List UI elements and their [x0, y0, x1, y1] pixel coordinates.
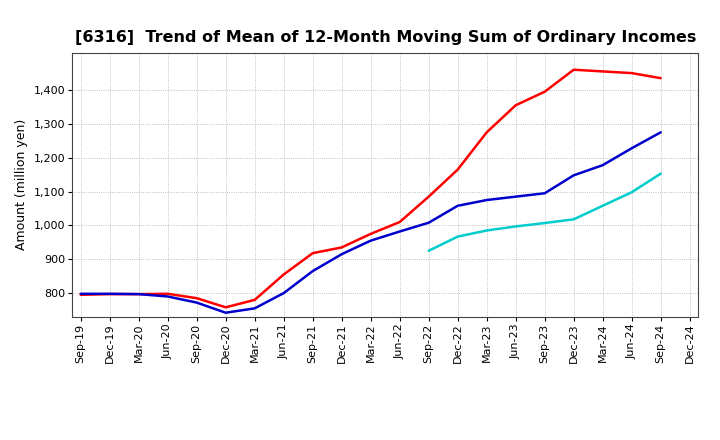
Line: 7 Years: 7 Years	[428, 174, 661, 251]
5 Years	[482, 198, 491, 203]
7 Years	[541, 220, 549, 226]
3 Years	[424, 194, 433, 199]
5 Years	[76, 291, 85, 297]
3 Years	[454, 167, 462, 172]
3 Years	[627, 70, 636, 76]
3 Years	[251, 297, 259, 303]
7 Years	[454, 234, 462, 239]
3 Years	[395, 220, 404, 225]
5 Years	[135, 291, 143, 297]
3 Years	[598, 69, 607, 74]
3 Years	[541, 89, 549, 94]
3 Years	[163, 291, 172, 297]
3 Years	[192, 296, 201, 301]
7 Years	[482, 228, 491, 233]
Title: [6316]  Trend of Mean of 12-Month Moving Sum of Ordinary Incomes: [6316] Trend of Mean of 12-Month Moving …	[74, 29, 696, 45]
3 Years	[482, 130, 491, 135]
5 Years	[541, 191, 549, 196]
3 Years	[338, 245, 346, 250]
5 Years	[366, 238, 375, 243]
3 Years	[308, 250, 317, 256]
5 Years	[338, 252, 346, 257]
5 Years	[163, 294, 172, 299]
3 Years	[279, 272, 288, 277]
5 Years	[657, 130, 665, 135]
Line: 3 Years: 3 Years	[81, 70, 661, 307]
3 Years	[657, 76, 665, 81]
5 Years	[424, 220, 433, 225]
5 Years	[279, 290, 288, 296]
3 Years	[570, 67, 578, 72]
Y-axis label: Amount (million yen): Amount (million yen)	[15, 119, 28, 250]
3 Years	[105, 291, 114, 297]
3 Years	[221, 304, 230, 310]
5 Years	[511, 194, 520, 199]
5 Years	[192, 300, 201, 305]
5 Years	[454, 203, 462, 209]
7 Years	[511, 224, 520, 229]
5 Years	[627, 146, 636, 151]
Line: 5 Years: 5 Years	[81, 132, 661, 313]
7 Years	[657, 171, 665, 176]
3 Years	[511, 103, 520, 108]
5 Years	[221, 310, 230, 315]
5 Years	[395, 229, 404, 234]
7 Years	[598, 203, 607, 209]
7 Years	[570, 216, 578, 222]
5 Years	[251, 306, 259, 311]
5 Years	[570, 172, 578, 178]
7 Years	[424, 248, 433, 253]
5 Years	[308, 268, 317, 274]
5 Years	[598, 162, 607, 168]
3 Years	[76, 292, 85, 297]
7 Years	[627, 190, 636, 195]
3 Years	[135, 291, 143, 297]
5 Years	[105, 291, 114, 297]
3 Years	[366, 231, 375, 237]
